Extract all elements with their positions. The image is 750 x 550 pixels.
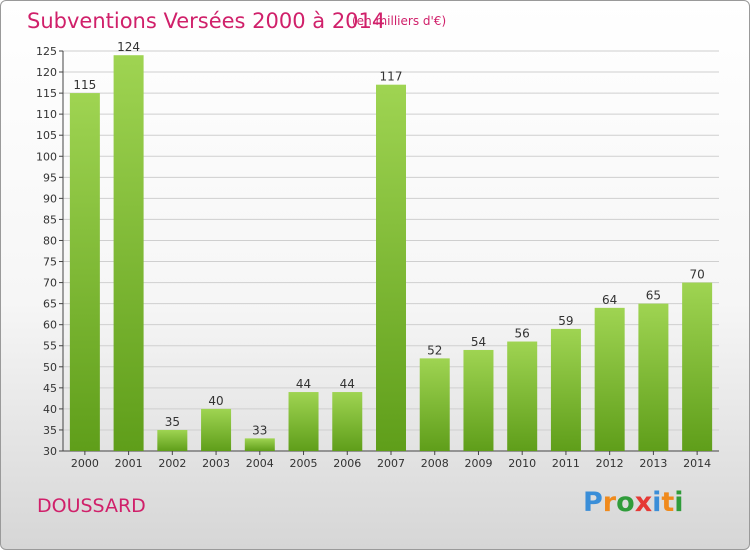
data-label-2005: 44 bbox=[296, 377, 311, 391]
x-tick-label-2003: 2003 bbox=[202, 457, 230, 470]
chart-title: Subventions Versées 2000 à 2014 bbox=[27, 9, 386, 33]
bar-2000 bbox=[69, 93, 100, 452]
bar-2013 bbox=[638, 303, 669, 451]
x-tick-label-2006: 2006 bbox=[333, 457, 361, 470]
data-label-2010: 56 bbox=[515, 327, 530, 341]
data-label-2009: 54 bbox=[471, 335, 486, 349]
data-label-2012: 64 bbox=[602, 293, 617, 307]
x-tick-label-2012: 2012 bbox=[596, 457, 624, 470]
logo-letter: o bbox=[616, 487, 635, 518]
bar-2003 bbox=[201, 408, 232, 451]
bar-2006 bbox=[332, 392, 363, 451]
data-label-2000: 115 bbox=[73, 78, 96, 92]
data-label-2013: 65 bbox=[646, 289, 661, 303]
y-tick-label: 115 bbox=[36, 87, 57, 100]
x-tick-label-2005: 2005 bbox=[290, 457, 318, 470]
data-label-2004: 33 bbox=[252, 423, 267, 437]
y-tick-label: 70 bbox=[43, 277, 57, 290]
x-tick-label-2001: 2001 bbox=[115, 457, 143, 470]
logo-letter: i bbox=[674, 487, 684, 518]
x-tick-label-2008: 2008 bbox=[421, 457, 449, 470]
bar-2010 bbox=[507, 341, 538, 451]
x-tick-label-2004: 2004 bbox=[246, 457, 274, 470]
x-tick-label-2000: 2000 bbox=[71, 457, 99, 470]
bar-2002 bbox=[157, 429, 188, 451]
data-labels: 115 124 35 40 33 44 44 117 52 54 56 59 64 65 70 bbox=[73, 40, 704, 437]
y-tick-label: 30 bbox=[43, 445, 57, 458]
x-tick-label-2007: 2007 bbox=[377, 457, 405, 470]
y-tick-label: 80 bbox=[43, 234, 57, 247]
data-label-2014: 70 bbox=[689, 268, 704, 282]
logo-letter: P bbox=[583, 487, 603, 518]
y-tick-label: 90 bbox=[43, 192, 57, 205]
y-tick-label: 100 bbox=[36, 150, 57, 163]
logo-letter: t bbox=[661, 487, 675, 518]
bar-2008 bbox=[419, 358, 450, 451]
y-tick-label: 105 bbox=[36, 129, 57, 142]
y-tick-label: 40 bbox=[43, 403, 57, 416]
y-tick-labels: 30 35 40 45 50 55 60 65 70 75 80 85 90 95 100 105 110 115… bbox=[36, 45, 57, 458]
x-tick-label-2011: 2011 bbox=[552, 457, 580, 470]
y-tick-label: 55 bbox=[43, 340, 57, 353]
x-tick-label-2013: 2013 bbox=[639, 457, 667, 470]
y-tick-label: 95 bbox=[43, 171, 57, 184]
y-tick-label: 120 bbox=[36, 66, 57, 79]
x-tick-labels: 2000 2001 2002 2003 2004 2005 2006 2007 2008 2009… bbox=[71, 451, 711, 470]
bar-2007 bbox=[376, 84, 406, 452]
y-tick-label: 125 bbox=[36, 45, 57, 58]
y-tick-label: 35 bbox=[43, 424, 57, 437]
bar-2011 bbox=[550, 328, 581, 451]
y-tick-label: 110 bbox=[36, 108, 57, 121]
x-tick-label-2010: 2010 bbox=[508, 457, 536, 470]
x-tick-label-2009: 2009 bbox=[464, 457, 492, 470]
bar-2014 bbox=[682, 282, 713, 451]
bars bbox=[69, 55, 713, 452]
data-label-2008: 52 bbox=[427, 343, 442, 357]
x-tick-label-2014: 2014 bbox=[683, 457, 711, 470]
bar-2004 bbox=[244, 438, 275, 451]
data-label-2003: 40 bbox=[208, 394, 223, 408]
bar-2012 bbox=[594, 307, 625, 451]
y-tick-label: 75 bbox=[43, 256, 57, 269]
commune-name: DOUSSARD bbox=[37, 495, 146, 517]
logo-letter: x bbox=[634, 487, 653, 518]
y-tick-label: 85 bbox=[43, 213, 57, 226]
data-label-2007: 117 bbox=[380, 70, 403, 84]
data-label-2002: 35 bbox=[165, 415, 180, 429]
bar-2009 bbox=[463, 349, 494, 451]
bar-2005 bbox=[288, 392, 319, 451]
y-tick-label: 45 bbox=[43, 382, 57, 395]
logo-letter: r bbox=[602, 487, 617, 518]
y-tick-label: 60 bbox=[43, 319, 57, 332]
x-tick-label-2002: 2002 bbox=[158, 457, 186, 470]
y-tick-label: 50 bbox=[43, 361, 57, 374]
chart-subtitle: (en milliers d'€) bbox=[352, 14, 447, 28]
data-label-2001: 124 bbox=[117, 40, 140, 54]
data-label-2011: 59 bbox=[558, 314, 573, 328]
data-label-2006: 44 bbox=[340, 377, 355, 391]
proxiti-logo[interactable]: Proxiti bbox=[583, 487, 684, 518]
bar-2001 bbox=[113, 55, 144, 452]
y-tick-label: 65 bbox=[43, 298, 57, 311]
logo-letter: i bbox=[652, 487, 662, 518]
